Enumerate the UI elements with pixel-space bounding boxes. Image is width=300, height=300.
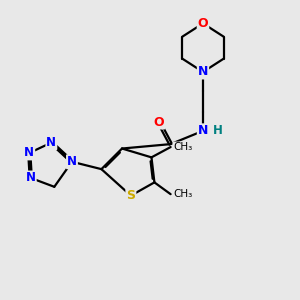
- Text: CH₃: CH₃: [173, 189, 192, 199]
- Text: H: H: [213, 124, 223, 137]
- Text: N: N: [198, 65, 208, 79]
- Text: O: O: [154, 116, 164, 128]
- Text: N: N: [198, 124, 208, 137]
- Text: S: S: [126, 189, 135, 202]
- Text: N: N: [24, 146, 34, 159]
- Text: N: N: [26, 172, 36, 184]
- Text: N: N: [46, 136, 56, 149]
- Text: N: N: [67, 155, 77, 168]
- Text: CH₃: CH₃: [173, 142, 192, 152]
- Text: O: O: [198, 17, 208, 30]
